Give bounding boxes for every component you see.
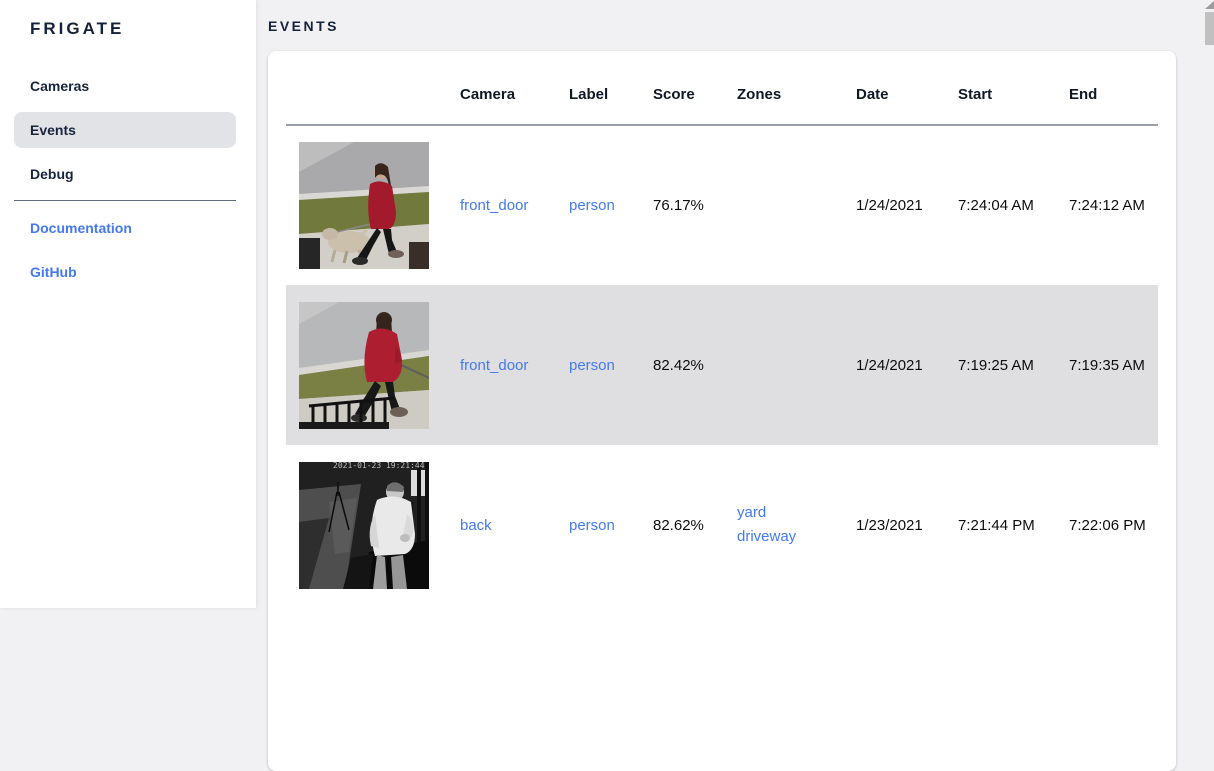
events-table: Camera Label Score Zones Date Start End [286,51,1158,605]
sidebar-link-documentation[interactable]: Documentation [14,210,236,246]
column-header-thumbnail [286,51,460,126]
score-value: 82.62% [653,516,704,534]
column-header-date: Date [856,51,958,126]
table-header-row: Camera Label Score Zones Date Start End [286,51,1158,126]
table-row[interactable]: front_door person 82.42% 1/24/2021 7:19:… [286,285,1158,445]
column-header-camera: Camera [460,51,569,126]
scrollbar-thumb[interactable] [1205,12,1214,45]
sidebar-divider [14,200,236,201]
zones-cell: yard driveway [737,445,856,605]
sidebar-item-label: Debug [30,166,74,182]
scrollbar-up-arrow-icon[interactable] [1205,1,1214,9]
sidebar-item-debug[interactable]: Debug [14,156,236,192]
end-time-value: 7:24:12 AM [1069,197,1145,214]
sidebar-link-label: GitHub [30,264,77,280]
page-title: EVENTS [268,18,340,34]
end-time-value: 7:22:06 PM [1069,516,1146,534]
sidebar-item-events[interactable]: Events [14,112,236,148]
scrollbar[interactable] [1205,0,1214,608]
zones-cell [737,125,856,285]
camera-link[interactable]: back [460,516,492,534]
column-header-zones: Zones [737,51,856,126]
label-link[interactable]: person [569,197,615,214]
camera-link[interactable]: front_door [460,356,529,374]
label-link[interactable]: person [569,516,615,534]
sidebar-link-github[interactable]: GitHub [14,254,236,290]
camera-link[interactable]: front_door [460,197,529,214]
events-card: Camera Label Score Zones Date Start End [268,51,1176,771]
score-value: 76.17% [653,197,704,214]
date-value: 1/24/2021 [856,356,923,374]
label-link[interactable]: person [569,356,615,374]
event-thumbnail[interactable]: 2021-01-23 19:21:44 [299,461,429,589]
event-thumbnail[interactable] [299,142,429,269]
start-time-value: 7:24:04 AM [958,197,1034,214]
column-header-start: Start [958,51,1069,126]
zone-link[interactable]: yard [737,504,767,521]
sidebar-item-label: Cameras [30,78,90,94]
zones-cell [737,285,856,445]
date-value: 1/24/2021 [856,197,923,214]
start-time-value: 7:21:44 PM [958,516,1035,534]
column-header-score: Score [653,51,737,126]
sidebar-item-cameras[interactable]: Cameras [14,68,236,104]
end-time-value: 7:19:35 AM [1069,356,1145,374]
app-logo[interactable]: FRIGATE [30,19,125,38]
column-header-end: End [1069,51,1158,126]
column-header-label: Label [569,51,653,126]
date-value: 1/23/2021 [856,516,923,534]
sidebar-nav: Cameras Events Debug Documentation GitHu… [0,68,256,290]
sidebar-item-label: Events [30,122,76,138]
table-row[interactable]: 2021-01-23 19:21:44 back person 82.62% y… [286,445,1158,605]
event-thumbnail[interactable] [299,301,429,429]
sidebar-link-label: Documentation [30,220,132,236]
table-row[interactable]: front_door person 76.17% 1/24/2021 7:24:… [286,125,1158,285]
main-content: EVENTS Camera Label Score Zones Date Sta… [256,0,1214,771]
score-value: 82.42% [653,356,704,374]
sidebar: FRIGATE Cameras Events Debug Documentati… [0,0,256,608]
zone-link[interactable]: driveway [737,528,797,545]
svg-text:2021-01-23 19:21:44: 2021-01-23 19:21:44 [333,462,425,470]
start-time-value: 7:19:25 AM [958,356,1034,374]
